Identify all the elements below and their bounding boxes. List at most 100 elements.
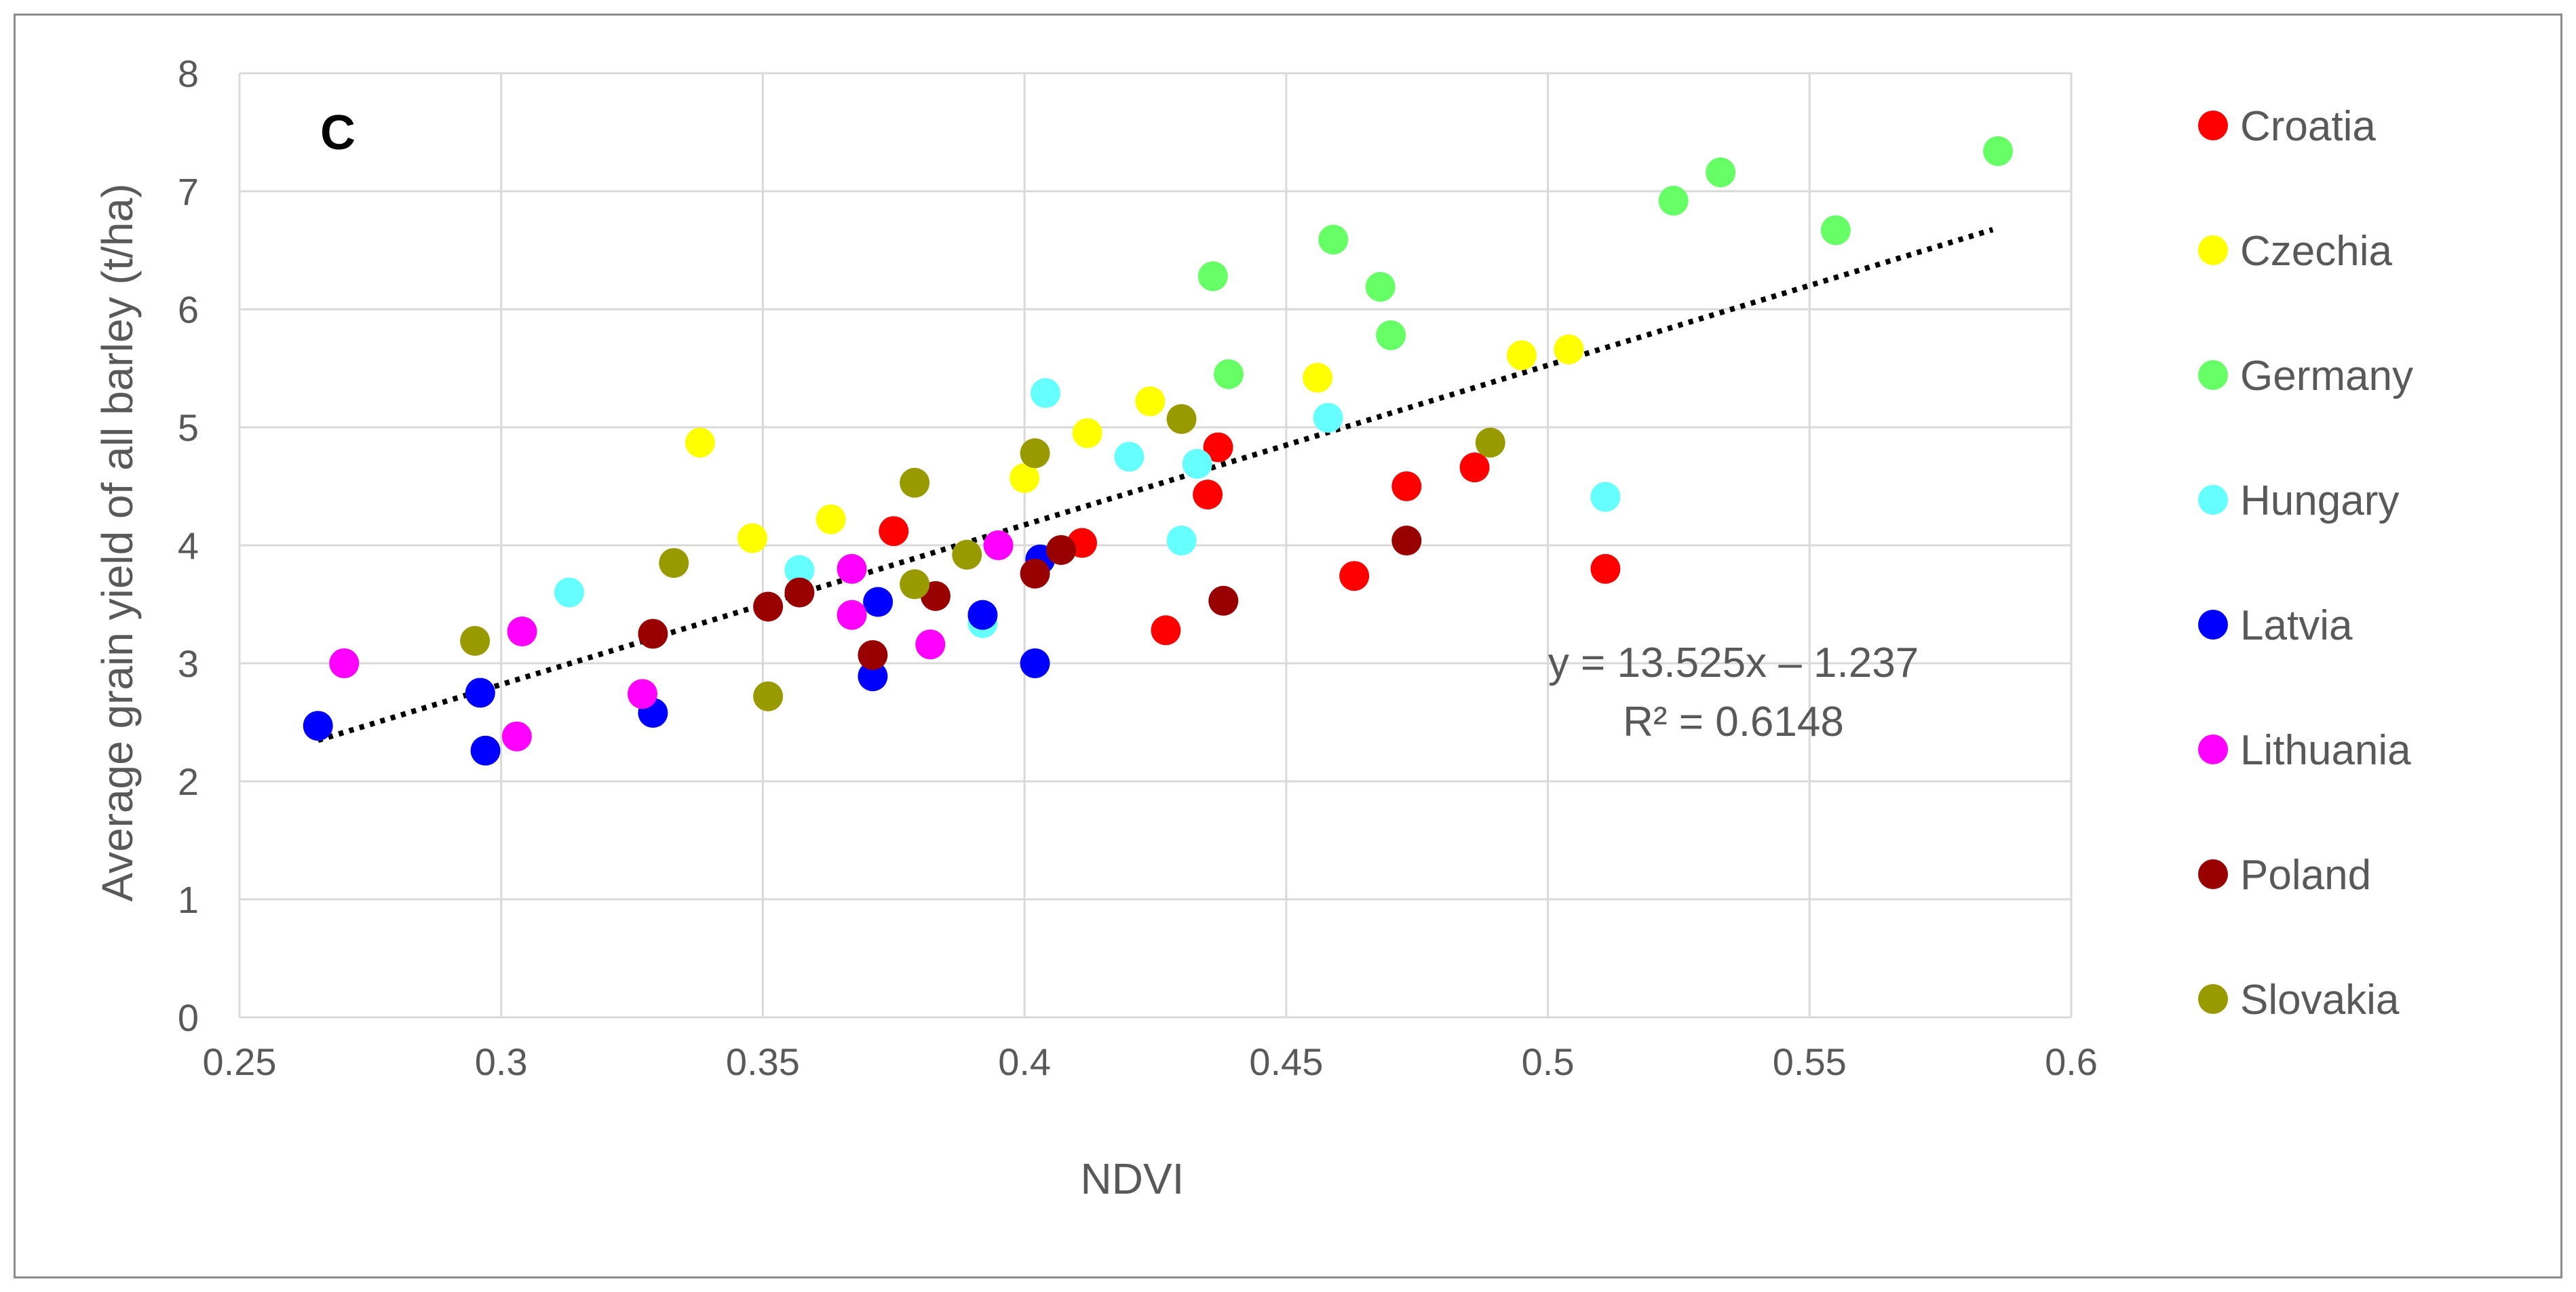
trendline-group: [317, 227, 1994, 743]
point-lithuania: [501, 721, 532, 751]
legend-label-lithuania: Lithuania: [2240, 727, 2411, 774]
point-lithuania: [628, 679, 657, 709]
point-lithuania: [837, 553, 867, 584]
legend-label-hungary: Hungary: [2240, 477, 2399, 524]
point-czechia: [685, 427, 715, 458]
point-germany: [1820, 215, 1851, 246]
legend-marker-hungary: [2198, 485, 2228, 515]
point-lithuania: [983, 530, 1014, 560]
point-germany: [1197, 261, 1228, 292]
point-slovakia: [1020, 438, 1050, 469]
trendline-r-squared: R² = 0.6148: [1623, 699, 1844, 745]
point-poland: [753, 591, 784, 622]
x-tick-label: 0.3: [475, 1040, 528, 1083]
legend-marker-poland: [2198, 859, 2228, 889]
point-hungary: [784, 555, 815, 585]
trendline: [317, 227, 1994, 743]
point-lithuania: [837, 600, 867, 630]
point-latvia: [470, 735, 501, 766]
point-poland: [1208, 585, 1239, 616]
gridlines: [238, 72, 2073, 1019]
point-poland: [784, 577, 815, 608]
y-tick-label: 5: [178, 406, 199, 449]
x-axis-title: NDVI: [1081, 1154, 1185, 1203]
point-germany: [1318, 224, 1349, 255]
point-czechia: [815, 504, 846, 534]
point-slovakia: [900, 467, 930, 498]
legend-marker-germany: [2198, 360, 2228, 390]
point-croatia: [1339, 561, 1370, 591]
point-poland: [1391, 526, 1422, 556]
point-slovakia: [659, 548, 689, 579]
point-hungary: [1313, 403, 1343, 433]
legend-marker-latvia: [2198, 610, 2228, 640]
chart-frame: [14, 14, 2562, 1278]
point-czechia: [1010, 463, 1040, 493]
point-croatia: [1193, 479, 1223, 510]
legend: Croatia Czechia Germany Hungary Latvia Lithua…: [2198, 103, 2413, 1023]
legend-label-slovakia: Slovakia: [2240, 977, 2400, 1023]
point-hungary: [1182, 448, 1212, 479]
point-lithuania: [507, 616, 537, 647]
y-tick-label: 3: [178, 642, 199, 685]
x-axis-ticks: 0.25 0.3 0.35 0.4 0.45 0.5 0.55 0.6: [203, 1040, 2098, 1083]
point-czechia: [1507, 340, 1537, 370]
y-axis-title: Average grain yield of all barley (t/ha): [93, 184, 142, 902]
point-slovakia: [1475, 427, 1505, 458]
x-tick-label: 0.6: [2045, 1040, 2098, 1083]
point-slovakia: [900, 569, 930, 600]
point-poland: [858, 640, 888, 670]
panel-label: C: [320, 106, 355, 160]
legend-marker-slovakia: [2198, 984, 2228, 1014]
point-germany: [1983, 136, 2013, 166]
point-croatia: [879, 516, 909, 547]
y-tick-label: 8: [178, 52, 199, 95]
point-lithuania: [915, 629, 946, 660]
legend-label-croatia: Croatia: [2240, 103, 2376, 150]
point-czechia: [1303, 362, 1333, 393]
point-croatia: [1203, 432, 1233, 463]
y-tick-label: 7: [178, 170, 199, 213]
y-tick-label: 4: [178, 524, 199, 567]
legend-marker-lithuania: [2198, 735, 2228, 764]
y-tick-label: 0: [178, 996, 199, 1039]
point-germany: [1658, 185, 1689, 216]
point-latvia: [1020, 648, 1050, 678]
point-slovakia: [952, 539, 982, 570]
x-tick-label: 0.5: [1522, 1040, 1575, 1083]
point-croatia: [1151, 615, 1181, 646]
x-tick-label: 0.4: [998, 1040, 1051, 1083]
y-axis-ticks: 0 1 2 3 4 5 6 7 8: [178, 52, 199, 1039]
point-germany: [1214, 359, 1244, 389]
y-tick-label: 1: [178, 878, 199, 921]
point-hungary: [554, 577, 584, 608]
point-croatia: [1590, 553, 1621, 584]
point-croatia: [1459, 452, 1490, 483]
point-latvia: [303, 711, 333, 741]
point-czechia: [1135, 386, 1166, 416]
point-poland: [1020, 558, 1050, 589]
point-germany: [1376, 320, 1406, 351]
point-latvia: [858, 661, 888, 692]
point-slovakia: [460, 625, 491, 656]
point-hungary: [1114, 442, 1145, 472]
point-latvia: [967, 600, 998, 630]
legend-label-czechia: Czechia: [2240, 228, 2393, 275]
x-tick-label: 0.45: [1249, 1040, 1323, 1083]
point-lithuania: [329, 648, 360, 678]
point-slovakia: [753, 681, 784, 711]
legend-label-poland: Poland: [2240, 852, 2371, 899]
legend-marker-croatia: [2198, 111, 2228, 140]
point-slovakia: [1166, 404, 1197, 434]
x-tick-label: 0.25: [203, 1040, 277, 1083]
point-germany: [1365, 271, 1396, 302]
point-hungary: [1590, 482, 1621, 512]
x-tick-label: 0.35: [726, 1040, 800, 1083]
legend-label-germany: Germany: [2240, 353, 2413, 399]
point-poland: [1046, 534, 1077, 565]
point-czechia: [1554, 334, 1584, 365]
legend-label-latvia: Latvia: [2240, 602, 2353, 649]
point-hungary: [1031, 378, 1060, 408]
point-latvia: [465, 678, 495, 708]
